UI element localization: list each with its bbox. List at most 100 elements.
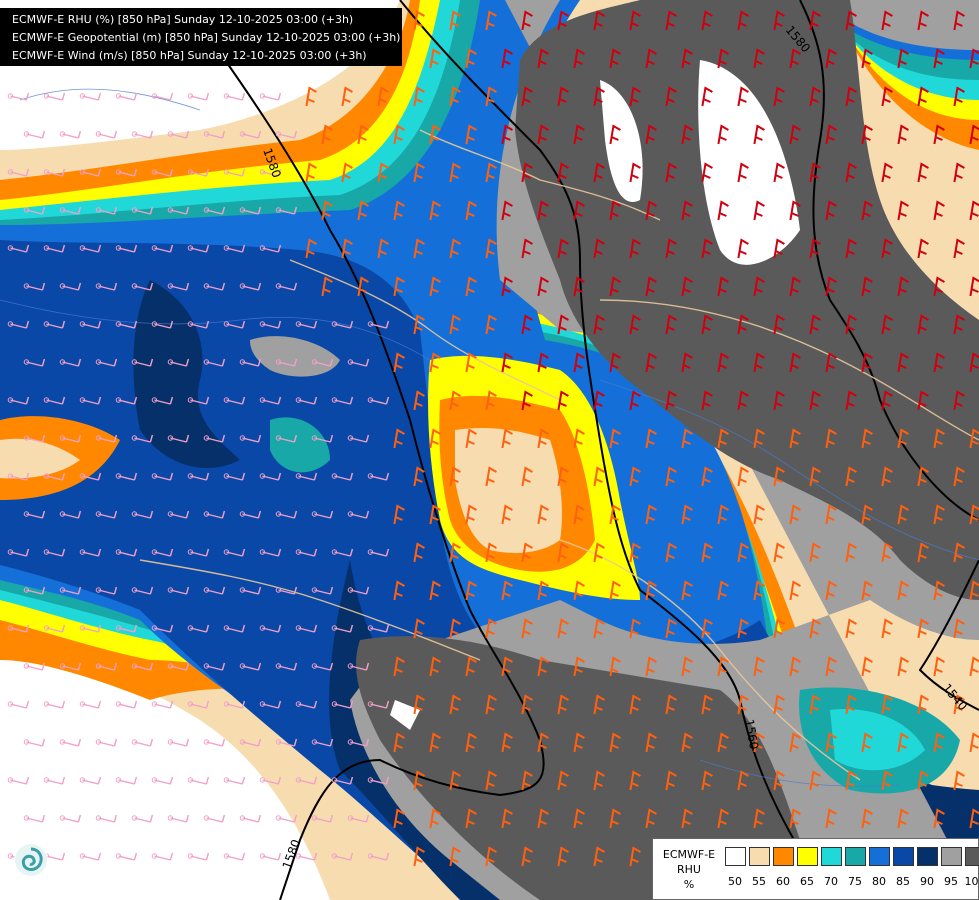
wind-barb	[429, 48, 441, 69]
wind-barb	[226, 244, 246, 253]
wind-barb	[557, 238, 569, 259]
wind-barb	[262, 852, 282, 861]
wind-barb	[393, 580, 405, 601]
wind-barb	[933, 276, 945, 297]
wind-barb	[501, 428, 513, 449]
wind-barb	[917, 238, 929, 259]
wind-barb	[154, 244, 174, 253]
wind-barb	[717, 352, 729, 373]
wind-barb	[773, 618, 785, 639]
wind-barb-station	[203, 815, 210, 821]
wind-barb	[429, 808, 441, 829]
wind-barb-station	[59, 207, 66, 213]
wind-barb-station	[151, 777, 158, 783]
wind-barb	[262, 168, 282, 177]
wind-barb	[98, 662, 118, 671]
wind-barb	[118, 472, 138, 481]
header-line-wind: ECMWF-E Wind (m/s) [850 hPa] Sunday 12-1…	[12, 49, 367, 62]
wind-barb	[521, 238, 533, 259]
wind-barb-station	[95, 207, 102, 213]
wind-barb-station	[367, 853, 374, 859]
wind-barb	[573, 200, 585, 221]
wind-barb	[429, 504, 441, 525]
wind-barb	[449, 618, 461, 639]
wind-barb	[305, 86, 317, 107]
wind-barb	[262, 92, 282, 101]
wind-barb	[206, 282, 226, 291]
wind-barb-station	[7, 701, 14, 707]
wind-barb	[190, 700, 210, 709]
wind-barb	[809, 466, 821, 487]
wind-barb	[861, 276, 873, 297]
wind-barb-station	[187, 93, 194, 99]
wind-barb-station	[151, 549, 158, 555]
rh-area-95-west	[250, 336, 340, 377]
wind-barb-station	[167, 815, 174, 821]
wind-barb	[46, 244, 66, 253]
wind-barb	[357, 124, 369, 145]
wind-barb	[118, 776, 138, 785]
wind-barb	[262, 776, 282, 785]
wind-barb	[701, 466, 713, 487]
wind-barb-station	[275, 511, 282, 517]
wind-barb	[350, 738, 370, 747]
wind-barb	[753, 352, 765, 373]
wind-barb	[46, 396, 66, 405]
wind-barb	[969, 352, 979, 373]
legend-swatch-85	[893, 847, 914, 866]
wind-barb	[845, 694, 857, 715]
legend-label-50: 50	[728, 875, 742, 888]
geopotential-contour-southeast	[918, 559, 979, 711]
legend-title-variable: RHU	[677, 863, 701, 876]
wind-barb	[449, 86, 461, 107]
wind-barb	[789, 732, 801, 753]
wind-barb-station	[59, 511, 66, 517]
wind-barb	[118, 852, 138, 861]
wind-barb	[449, 466, 461, 487]
wind-barb-station	[223, 245, 230, 251]
wind-barb-station	[295, 853, 302, 859]
wind-barb-station	[239, 511, 246, 517]
wind-barb-station	[115, 93, 122, 99]
wind-barb	[897, 656, 909, 677]
wind-barb	[134, 510, 154, 519]
wind-barb-station	[115, 169, 122, 175]
wind-barb	[537, 124, 549, 145]
rh-pocket-50-northeast	[698, 60, 800, 265]
wind-barb-station	[131, 435, 138, 441]
wind-barb	[278, 738, 298, 747]
wind-barb	[629, 618, 641, 639]
wind-barb-station	[223, 853, 230, 859]
wind-barb	[645, 580, 657, 601]
wind-barb	[933, 428, 945, 449]
wind-barb-station	[59, 131, 66, 137]
wind-barb	[10, 472, 30, 481]
wind-barb-station	[43, 701, 50, 707]
wind-barb-station	[131, 359, 138, 365]
wind-barb	[501, 732, 513, 753]
wind-barb	[465, 656, 477, 677]
legend-label-70: 70	[824, 875, 838, 888]
wind-barb	[370, 396, 390, 405]
wind-barb-station	[43, 397, 50, 403]
wind-barb	[226, 472, 246, 481]
wind-barb	[825, 580, 837, 601]
wind-barb	[82, 244, 102, 253]
map-info-header: ECMWF-E RHU (%) [850 hPa] Sunday 12-10-2…	[0, 8, 402, 66]
wind-barb	[62, 738, 82, 747]
wind-barb	[897, 200, 909, 221]
wind-barb-station	[203, 511, 210, 517]
wind-barb	[226, 396, 246, 405]
wind-barb	[809, 542, 821, 563]
wind-barb	[521, 618, 533, 639]
wind-barb	[46, 168, 66, 177]
wind-barb	[501, 48, 513, 69]
wind-barb	[917, 162, 929, 183]
wind-barb	[377, 162, 389, 183]
wind-barb	[773, 694, 785, 715]
wind-barb	[46, 472, 66, 481]
wind-barb	[557, 618, 569, 639]
wind-barb	[861, 656, 873, 677]
wind-barb	[298, 548, 318, 557]
